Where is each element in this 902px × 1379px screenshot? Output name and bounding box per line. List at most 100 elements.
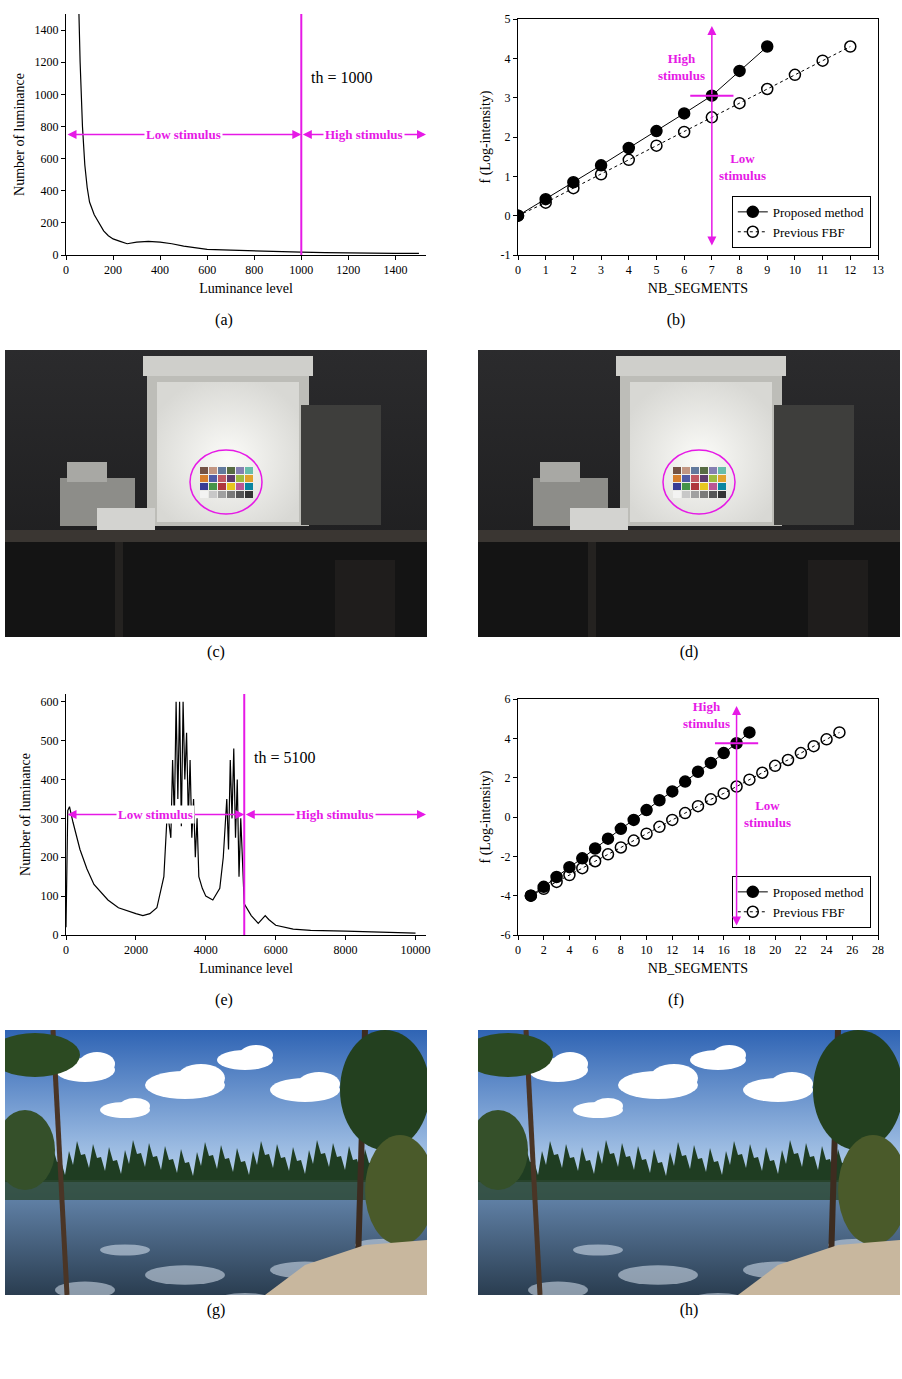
svg-text:5: 5: [505, 12, 511, 26]
svg-text:3: 3: [598, 263, 604, 277]
svg-text:1: 1: [505, 170, 511, 184]
svg-text:8: 8: [737, 263, 743, 277]
svg-text:1000: 1000: [35, 88, 59, 102]
svg-text:0: 0: [515, 263, 521, 277]
svg-text:600: 600: [41, 695, 59, 709]
svg-text:Number of luminance: Number of luminance: [18, 753, 33, 876]
svg-text:18: 18: [743, 943, 755, 957]
svg-text:6000: 6000: [264, 943, 288, 957]
svg-text:1: 1: [543, 263, 549, 277]
svg-text:th = 5100: th = 5100: [254, 749, 315, 766]
svg-text:1200: 1200: [35, 55, 59, 69]
svg-text:10: 10: [641, 943, 653, 957]
svg-text:6: 6: [505, 692, 511, 706]
html-text:(c): (c): [207, 643, 225, 660]
svg-text:400: 400: [41, 773, 59, 787]
svg-text:400: 400: [41, 184, 59, 198]
svg-text:500: 500: [41, 734, 59, 748]
html-text:(a): (a): [215, 311, 233, 328]
html-text:(e): (e): [215, 991, 233, 1008]
svg-text:High stimulus: High stimulus: [296, 807, 374, 822]
svg-text:12: 12: [666, 943, 678, 957]
svg-text:f (Log-intensity): f (Log-intensity): [478, 90, 494, 183]
svg-text:13: 13: [872, 263, 884, 277]
svg-text:0: 0: [53, 248, 59, 262]
svg-text:100: 100: [41, 889, 59, 903]
svg-text:2000: 2000: [124, 943, 148, 957]
svg-text:22: 22: [795, 943, 807, 957]
svg-text:28: 28: [872, 943, 884, 957]
svg-text:NB_SEGMENTS: NB_SEGMENTS: [648, 281, 748, 296]
svg-text:26: 26: [846, 943, 858, 957]
svg-text:Previous FBF: Previous FBF: [773, 905, 845, 920]
svg-text:High stimulus: High stimulus: [325, 127, 403, 142]
svg-text:1400: 1400: [35, 23, 59, 37]
svg-text:1200: 1200: [336, 263, 360, 277]
svg-text:th = 1000: th = 1000: [311, 69, 372, 86]
svg-text:200: 200: [41, 216, 59, 230]
svg-text:4: 4: [626, 263, 632, 277]
svg-text:200: 200: [41, 850, 59, 864]
svg-text:24: 24: [821, 943, 833, 957]
svg-text:8: 8: [618, 943, 624, 957]
svg-text:1400: 1400: [383, 263, 407, 277]
svg-text:2: 2: [505, 771, 511, 785]
svg-text:0: 0: [53, 928, 59, 942]
svg-text:800: 800: [41, 120, 59, 134]
svg-text:6: 6: [592, 943, 598, 957]
svg-text:800: 800: [245, 263, 263, 277]
svg-text:Number of luminance: Number of luminance: [12, 73, 27, 196]
svg-text:4: 4: [505, 732, 511, 746]
svg-text:Previous FBF: Previous FBF: [773, 225, 845, 240]
svg-text:16: 16: [718, 943, 730, 957]
svg-text:Proposed method: Proposed method: [773, 885, 864, 900]
svg-text:11: 11: [817, 263, 829, 277]
svg-text:1000: 1000: [289, 263, 313, 277]
svg-text:0: 0: [505, 209, 511, 223]
svg-text:400: 400: [151, 263, 169, 277]
svg-text:2: 2: [505, 130, 511, 144]
svg-text:Lowstimulus: Lowstimulus: [719, 151, 766, 183]
svg-text:0: 0: [63, 943, 69, 957]
svg-text:600: 600: [41, 152, 59, 166]
svg-text:0: 0: [505, 810, 511, 824]
svg-text:3: 3: [505, 91, 511, 105]
svg-text:20: 20: [769, 943, 781, 957]
svg-text:0: 0: [63, 263, 69, 277]
svg-text:Low stimulus: Low stimulus: [146, 127, 221, 142]
svg-text:7: 7: [709, 263, 715, 277]
svg-text:5: 5: [653, 263, 659, 277]
svg-text:0: 0: [515, 943, 521, 957]
svg-text:Luminance level: Luminance level: [199, 281, 293, 296]
svg-text:300: 300: [41, 812, 59, 826]
svg-text:12: 12: [844, 263, 856, 277]
svg-text:9: 9: [764, 263, 770, 277]
svg-text:f (Log-intensity): f (Log-intensity): [478, 770, 494, 863]
svg-text:4000: 4000: [194, 943, 218, 957]
svg-text:14: 14: [692, 943, 704, 957]
svg-text:10000: 10000: [401, 943, 431, 957]
svg-text:10: 10: [789, 263, 801, 277]
html-text:(g): (g): [206, 1301, 226, 1318]
svg-text:2: 2: [541, 943, 547, 957]
svg-text:600: 600: [198, 263, 216, 277]
svg-text:Highstimulus: Highstimulus: [658, 51, 705, 83]
svg-text:Lowstimulus: Lowstimulus: [744, 798, 791, 830]
svg-text:-6: -6: [501, 928, 511, 942]
html-text:(b): (b): [666, 311, 686, 328]
svg-text:6: 6: [681, 263, 687, 277]
svg-text:Proposed method: Proposed method: [773, 205, 864, 220]
svg-text:-1: -1: [501, 248, 511, 262]
svg-text:200: 200: [104, 263, 122, 277]
svg-text:Luminance level: Luminance level: [199, 961, 293, 976]
html-text:(d): (d): [679, 643, 699, 660]
svg-text:-2: -2: [501, 850, 511, 864]
svg-text:2: 2: [570, 263, 576, 277]
svg-text:-4: -4: [501, 889, 511, 903]
svg-text:4: 4: [505, 52, 511, 66]
svg-text:4: 4: [566, 943, 572, 957]
svg-text:Highstimulus: Highstimulus: [683, 699, 730, 731]
svg-text:8000: 8000: [334, 943, 358, 957]
svg-text:NB_SEGMENTS: NB_SEGMENTS: [648, 961, 748, 976]
svg-text:Low stimulus: Low stimulus: [118, 807, 193, 822]
